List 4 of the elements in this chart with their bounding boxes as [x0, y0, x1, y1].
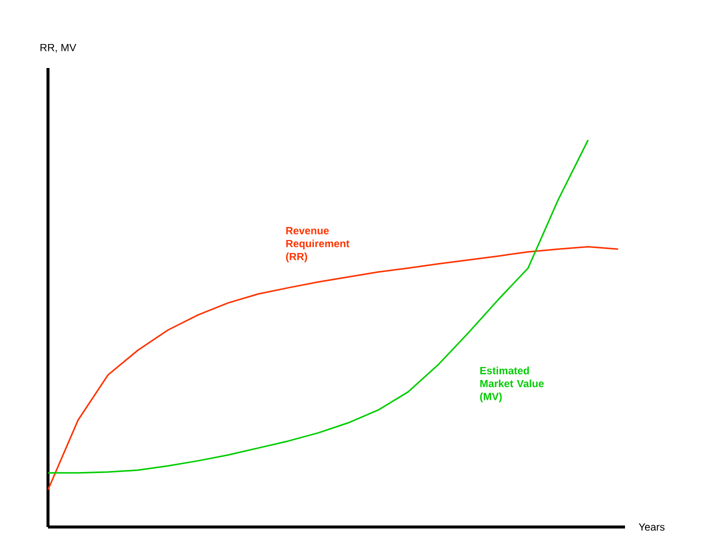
x-axis-title: Years: [638, 523, 665, 531]
text: RR, MV: [40, 44, 76, 52]
series-label: Revenue Requirement (RR): [286, 227, 350, 262]
text: Estimated Market Value (MV): [480, 366, 544, 402]
